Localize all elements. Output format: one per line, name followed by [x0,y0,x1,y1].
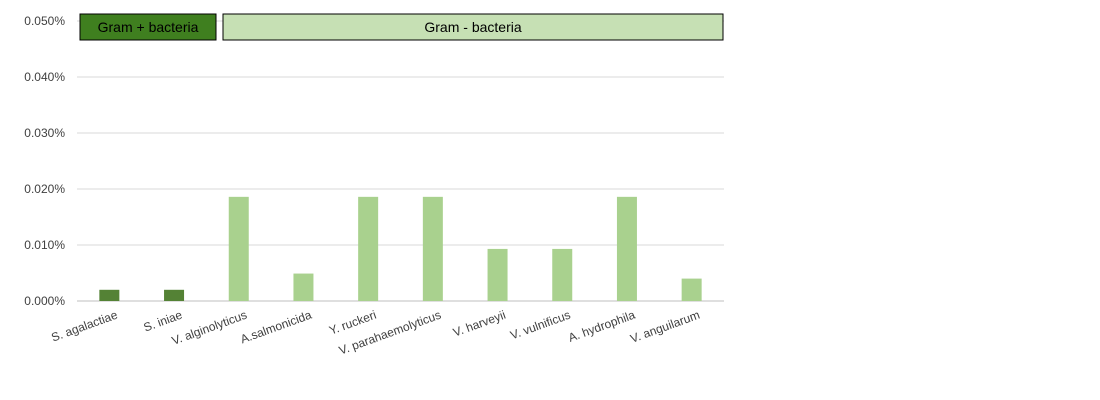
x-category-label: V. alginolyticus [170,308,249,348]
group-header-label: Gram + bacteria [98,19,199,35]
bar [487,248,508,301]
bar [358,196,379,301]
group-header-box [79,13,217,41]
y-tick-label: 0.020% [24,182,65,196]
bar [422,196,443,301]
group-header-box [222,13,724,41]
x-category-label: A.salmonicida [238,308,313,347]
bar [293,273,314,301]
y-tick-label: 0.030% [24,126,65,140]
bars [99,196,702,301]
y-tick-label: 0.010% [24,238,65,252]
group-header-label: Gram - bacteria [424,19,521,35]
x-category-label: S. agalactiae [49,308,119,345]
bar [616,196,637,301]
bar [228,196,249,301]
group-headers: Gram + bacteria Gram - bacteria [79,13,724,41]
bar [164,289,185,301]
y-axis-tick-labels: 0.000% 0.010% 0.020% 0.030% 0.040% 0.050% [24,14,65,308]
x-category-label: V. anguilarum [628,308,701,346]
bar [681,278,702,301]
x-category-label: S. iniae [142,308,185,335]
y-tick-label: 0.050% [24,14,65,28]
bar [99,289,120,301]
y-tick-label: 0.040% [24,70,65,84]
x-category-label: A. hydrophila [566,308,637,345]
x-category-label: V. harveyii [451,308,507,340]
y-tick-label: 0.000% [24,294,65,308]
bar [552,248,573,301]
x-category-label: V. vulnificus [508,308,572,343]
